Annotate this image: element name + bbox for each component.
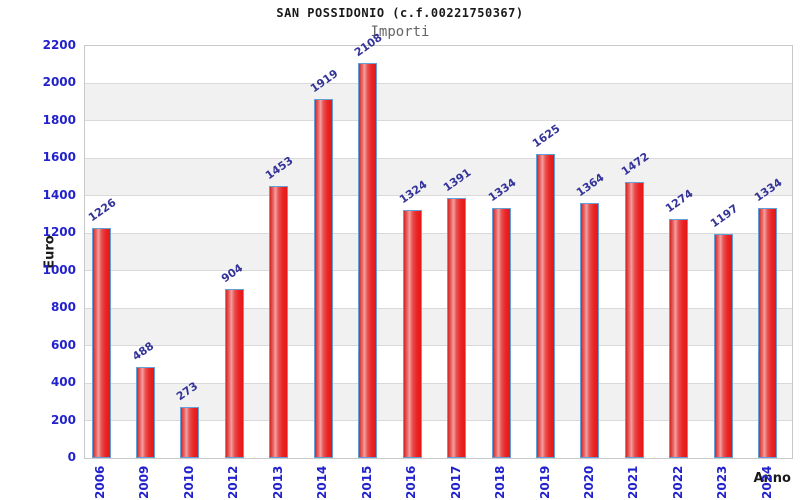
y-tick-label: 1600 [42, 150, 76, 165]
bar [269, 186, 289, 458]
y-tick-label: 600 [50, 337, 76, 352]
x-tick-label: 2010 [181, 465, 196, 499]
y-tick-label: 800 [50, 300, 76, 315]
y-tick-label: 2000 [42, 75, 76, 90]
x-tick-label: 2006 [93, 465, 107, 499]
x-tick-label: 2018 [493, 465, 508, 499]
gridline [85, 120, 792, 122]
gridline [85, 195, 792, 197]
x-axis-title: Anno [753, 471, 791, 486]
x-tick-label: 2022 [670, 465, 685, 499]
bar-value-label: 1625 [529, 121, 563, 151]
plot-area: 1226 488 273 904 1453 1919 2108 1324 1391 1334 162… [84, 31, 793, 459]
x-tick-label: 2016 [404, 465, 419, 499]
x-tick-label: 2020 [581, 465, 596, 499]
x-tick-label: 2012 [226, 465, 241, 499]
bar-value-label: 1334 [752, 175, 785, 205]
x-tick-label: 2009 [137, 465, 152, 499]
bar [536, 154, 555, 458]
gridline [85, 307, 792, 309]
gridline [85, 270, 792, 272]
bar-value-label: 1197 [707, 201, 741, 231]
y-tick-label: 1000 [42, 262, 76, 277]
gridline [85, 232, 792, 234]
bar-value-label: 1472 [618, 149, 652, 179]
gridline [85, 157, 792, 159]
bar [580, 203, 600, 458]
x-tick-label: 2023 [715, 465, 730, 499]
bar [491, 208, 511, 458]
bar [91, 228, 111, 458]
y-tick-label: 0 [67, 450, 76, 464]
x-tick-label: 2014 [315, 465, 330, 499]
bar [402, 210, 422, 458]
x-tick-label: 2013 [270, 465, 285, 499]
x-tick-label: 2021 [626, 465, 641, 499]
gridline [85, 345, 792, 347]
bar [358, 63, 378, 458]
bar-value-label: 1226 [85, 195, 119, 225]
bar [624, 182, 644, 458]
x-tick-label: 2024 [759, 465, 774, 499]
x-tick-label: 2019 [537, 465, 552, 499]
bar [313, 99, 333, 458]
bar [669, 219, 689, 458]
bar [180, 407, 200, 458]
bar [713, 234, 733, 458]
y-tick-label: 1400 [42, 187, 76, 202]
bar [135, 367, 155, 458]
bar [224, 289, 244, 458]
bar-value-label: 1919 [307, 66, 341, 96]
bar-value-label: 1391 [441, 165, 474, 195]
gridline [85, 420, 792, 422]
y-tick-label: 200 [50, 412, 76, 427]
y-tick-label: 400 [50, 375, 76, 390]
y-tick-label: 1800 [42, 112, 76, 127]
chart-title: SAN POSSIDONIO (c.f.00221750367) [276, 6, 524, 20]
x-tick-label: 2015 [359, 465, 374, 499]
bar-value-label: 1274 [663, 186, 696, 216]
y-tick-label: 2200 [42, 38, 76, 52]
gridline [85, 82, 792, 84]
bar [447, 198, 467, 458]
bar [758, 208, 778, 458]
chart-subtitle: Importi [370, 24, 430, 40]
bar-value-label: 1324 [396, 177, 430, 207]
bar-value-label: 488 [129, 339, 157, 364]
x-tick-label: 2017 [448, 465, 463, 499]
gridline [85, 382, 792, 384]
y-tick-label: 1200 [42, 225, 76, 240]
bar-value-label: 904 [218, 261, 246, 286]
bar-value-label: 1334 [485, 175, 519, 205]
